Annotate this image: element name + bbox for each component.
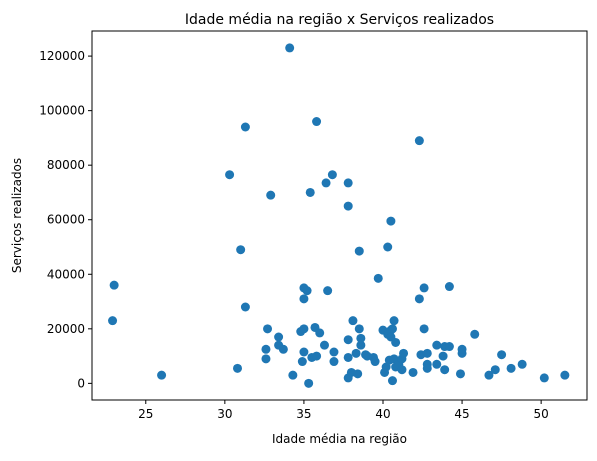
chart-title: Idade média na região x Serviços realiza…: [185, 12, 494, 28]
data-point: [560, 370, 570, 380]
data-point: [343, 201, 353, 211]
y-tick-label: 60000: [47, 213, 85, 227]
data-point: [315, 328, 325, 338]
data-point: [444, 342, 454, 352]
data-point: [389, 316, 399, 326]
data-point: [302, 286, 312, 296]
data-point: [261, 354, 271, 364]
data-point: [236, 245, 246, 255]
y-tick-label: 100000: [39, 104, 85, 118]
data-point: [354, 246, 364, 256]
data-point: [484, 370, 494, 380]
data-point: [109, 280, 119, 290]
data-point: [497, 350, 507, 360]
data-point: [299, 347, 309, 357]
data-point: [288, 370, 298, 380]
data-point: [387, 376, 397, 386]
x-tick-label: 25: [138, 407, 153, 421]
plot-frame: [91, 30, 588, 401]
data-point: [329, 347, 339, 357]
data-point: [438, 351, 448, 361]
data-point: [387, 324, 397, 334]
data-point: [399, 348, 409, 358]
y-tick-label: 80000: [47, 158, 85, 172]
data-point: [348, 316, 358, 326]
data-point: [383, 242, 393, 252]
data-point: [391, 337, 401, 347]
data-point: [381, 362, 391, 372]
data-point: [305, 187, 315, 197]
data-point: [440, 365, 450, 375]
data-point: [422, 363, 432, 373]
data-point: [373, 273, 383, 283]
data-point: [432, 340, 442, 350]
data-point: [329, 357, 339, 367]
x-tick-label: 45: [454, 407, 469, 421]
data-point: [304, 378, 314, 388]
data-point: [157, 370, 167, 380]
data-point: [506, 363, 516, 373]
data-point: [444, 282, 454, 292]
data-point: [432, 359, 442, 369]
data-point: [343, 335, 353, 345]
x-tick-label: 50: [533, 407, 548, 421]
points-layer: [108, 43, 570, 388]
data-point: [356, 340, 366, 350]
data-point: [419, 324, 429, 334]
data-point: [299, 294, 309, 304]
data-point: [356, 333, 366, 343]
data-point: [108, 316, 118, 326]
data-point: [261, 344, 271, 354]
data-point: [455, 369, 465, 379]
data-point: [321, 178, 331, 188]
data-point: [353, 369, 363, 379]
y-axis-ticks: 0 20000 40000 60000 80000 100000 120000: [39, 49, 92, 390]
data-point: [490, 365, 500, 375]
x-axis-ticks: 25 30 35 40 45 50: [138, 400, 549, 421]
data-point: [354, 324, 364, 334]
data-point: [386, 216, 396, 226]
data-point: [457, 344, 467, 354]
data-point: [517, 359, 527, 369]
data-point: [323, 286, 333, 296]
data-point: [343, 352, 353, 362]
data-point: [274, 332, 284, 342]
y-tick-label: 120000: [39, 49, 85, 63]
data-point: [343, 178, 353, 188]
data-point: [327, 170, 337, 180]
data-point: [414, 136, 424, 146]
data-point: [422, 348, 432, 358]
x-tick-label: 30: [217, 407, 232, 421]
data-point: [278, 344, 288, 354]
data-point: [263, 324, 273, 334]
data-point: [351, 348, 361, 358]
y-tick-label: 0: [77, 376, 85, 390]
data-point: [297, 357, 307, 367]
data-point: [312, 351, 322, 361]
data-point: [408, 367, 418, 377]
data-point: [397, 365, 407, 375]
data-point: [319, 340, 329, 350]
data-point: [225, 170, 235, 180]
data-point: [240, 122, 250, 132]
data-point: [370, 357, 380, 367]
x-tick-label: 40: [375, 407, 390, 421]
x-tick-label: 35: [296, 407, 311, 421]
data-point: [312, 117, 322, 127]
data-point: [419, 283, 429, 293]
data-point: [470, 329, 480, 339]
y-tick-label: 20000: [47, 322, 85, 336]
data-point: [233, 363, 242, 373]
y-tick-label: 40000: [47, 267, 85, 281]
data-point: [414, 294, 424, 304]
x-axis-label: Idade média na região: [272, 432, 407, 446]
data-point: [299, 324, 309, 334]
data-point: [266, 190, 276, 200]
data-point: [539, 373, 549, 383]
data-point: [240, 302, 250, 312]
data-point: [285, 43, 295, 53]
y-axis-label: Serviços realizados: [10, 158, 24, 273]
